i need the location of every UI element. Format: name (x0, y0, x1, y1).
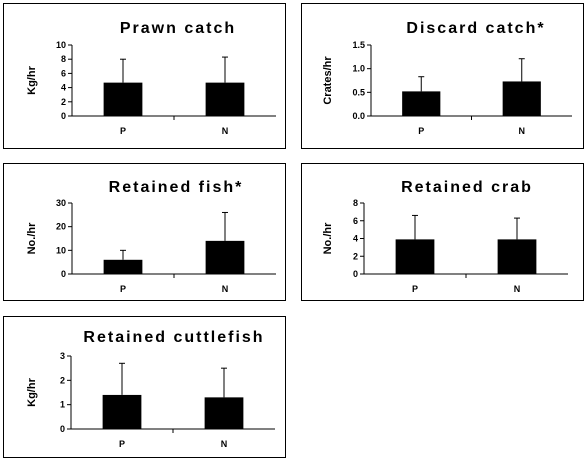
x-tick-label: N (222, 284, 229, 294)
y-tick-label: 1 (60, 400, 65, 410)
chart-title: Discard catch* (406, 20, 545, 37)
retained-cuttlefish-panel: Retained cuttlefish Kg/hr 0 1 2 3 P N (3, 316, 286, 458)
y-tick-label: 4 (61, 83, 66, 93)
bar-n (204, 397, 244, 429)
y-axis-label: Kg/hr (26, 65, 38, 94)
x-tick-label: P (120, 126, 126, 136)
y-tick-label: 0.0 (352, 111, 365, 121)
y-axis-label: No./hr (322, 222, 334, 254)
chart-title: Prawn catch (120, 20, 236, 37)
chart-title: Retained cuttlefish (83, 329, 264, 346)
y-tick-label: 10 (56, 245, 66, 255)
y-tick-label: 2 (61, 97, 66, 107)
y-tick-label: 3 (60, 351, 65, 361)
prawn-catch-chart: Prawn catch Kg/hr 0 2 4 6 8 10 P N (26, 20, 276, 136)
y-tick-label: 0.5 (352, 87, 365, 97)
bar-n (497, 239, 537, 274)
retained-crab-chart: Retained crab No./hr 0 2 4 6 8 P N (322, 179, 568, 294)
y-tick-label: 8 (61, 54, 66, 64)
y-tick-label: 0 (60, 424, 65, 434)
chart-title: Retained crab (401, 179, 533, 196)
bar-n (205, 240, 245, 274)
y-tick-label: 2 (353, 251, 358, 261)
retained-fish-chart: Retained fish* No./hr 0 10 20 30 P N (26, 179, 276, 294)
y-tick-label: 30 (56, 198, 66, 208)
x-tick-label: N (222, 126, 229, 136)
y-tick-label: 8 (353, 198, 358, 208)
y-axis-label: No./hr (26, 222, 38, 254)
retained-fish-panel: Retained fish* No./hr 0 10 20 30 P N (3, 163, 286, 301)
prawn-catch-panel: Prawn catch Kg/hr 0 2 4 6 8 10 P N (3, 3, 286, 149)
retained-cuttlefish-chart: Retained cuttlefish Kg/hr 0 1 2 3 P N (26, 329, 275, 449)
y-tick-label: 2 (60, 375, 65, 385)
y-tick-label: 6 (61, 68, 66, 78)
x-tick-label: N (519, 126, 526, 136)
y-tick-label: 0 (61, 111, 66, 121)
x-tick-label: P (119, 439, 125, 449)
bar-n (502, 81, 541, 116)
x-tick-label: N (221, 439, 228, 449)
y-tick-label: 0 (353, 269, 358, 279)
y-tick-label: 0 (61, 269, 66, 279)
x-tick-label: P (418, 126, 424, 136)
bar-p (102, 394, 142, 429)
bar-p (103, 259, 143, 274)
discard-catch-panel: Discard catch* Crates/hr 0.0 0.5 1.0 1.5 P N (301, 3, 584, 149)
y-tick-label: 20 (56, 222, 66, 232)
x-tick-label: P (412, 284, 418, 294)
y-tick-label: 1.5 (352, 40, 365, 50)
x-tick-label: N (514, 284, 521, 294)
x-tick-label: P (120, 284, 126, 294)
discard-catch-chart: Discard catch* Crates/hr 0.0 0.5 1.0 1.5 P N (322, 20, 572, 136)
bar-p (395, 239, 435, 274)
y-tick-label: 4 (353, 234, 358, 244)
y-axis-label: Crates/hr (322, 56, 334, 105)
bar-n (205, 82, 245, 116)
bar-p (402, 91, 441, 116)
retained-crab-panel: Retained crab No./hr 0 2 4 6 8 P N (301, 163, 584, 301)
y-tick-label: 10 (56, 40, 66, 50)
chart-title: Retained fish* (109, 179, 244, 196)
y-axis-label: Kg/hr (26, 377, 38, 406)
y-tick-label: 1.0 (352, 64, 365, 74)
bar-p (103, 82, 143, 116)
y-tick-label: 6 (353, 216, 358, 226)
